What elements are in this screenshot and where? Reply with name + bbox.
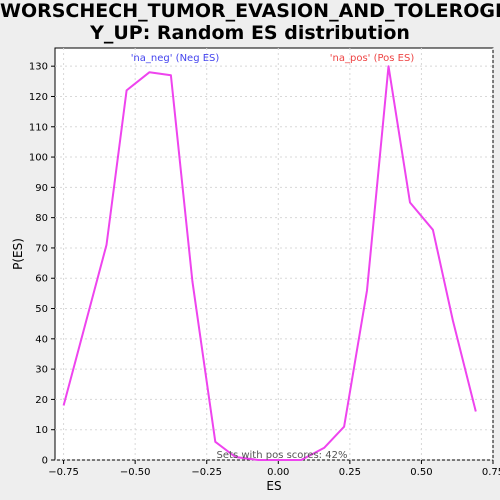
y-tick-label: 110 [29, 122, 48, 133]
pos-es-label: 'na_pos' (Pos ES) [330, 53, 415, 64]
y-tick-label: 0 [42, 456, 48, 467]
x-tick-label: 0.50 [410, 467, 432, 478]
y-tick-label: 80 [35, 213, 48, 224]
y-tick-label: 70 [35, 243, 48, 254]
plot-area [54, 47, 494, 461]
y-tick-label: 40 [35, 334, 48, 345]
y-tick-label: 100 [29, 153, 48, 164]
y-tick-label: 130 [29, 62, 48, 73]
axes: 0 10 20 30 40 50 60 70 80 90 100 110 120 130 −0.75 −0.5… [29, 62, 500, 478]
x-tick-label: 0.00 [267, 467, 289, 478]
y-tick-label: 60 [35, 274, 48, 285]
pos-scores-footer: Sets with pos scores: 42% [217, 450, 348, 461]
grid [55, 48, 494, 461]
y-tick-label: 90 [35, 183, 48, 194]
series [62, 65, 477, 461]
x-tick-label: −0.75 [48, 467, 79, 478]
y-axis-label: P(ES) [11, 238, 25, 270]
y-tick-label: 30 [35, 365, 48, 376]
chart-title-line-2: Y_UP: Random ES distribution [90, 22, 410, 44]
y-tick-label: 50 [35, 304, 48, 315]
neg-es-label: 'na_neg' (Neg ES) [131, 53, 220, 64]
x-tick-label: −0.50 [120, 467, 151, 478]
chart-title-line-1: WORSCHECH_TUMOR_EVASION_AND_TOLEROGENICI… [0, 0, 500, 22]
x-tick-label: 0.75 [482, 467, 500, 478]
x-tick-label: 0.25 [339, 467, 361, 478]
x-axis-label: ES [266, 479, 281, 493]
x-tick-label: −0.25 [191, 467, 222, 478]
chart-title: WORSCHECH_TUMOR_EVASION_AND_TOLEROGENICI… [0, 0, 500, 44]
es-distribution-line [62, 65, 477, 461]
y-tick-label: 10 [35, 425, 48, 436]
y-tick-label: 120 [29, 92, 48, 103]
y-tick-label: 20 [35, 395, 48, 406]
